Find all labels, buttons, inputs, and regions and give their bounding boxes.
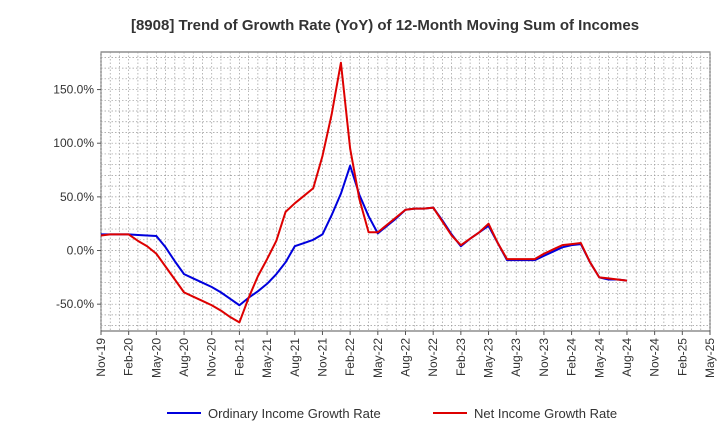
x-tick-label: May-20 bbox=[149, 338, 163, 378]
x-tick-label: Aug-21 bbox=[288, 338, 302, 377]
x-tick-label: Nov-23 bbox=[537, 338, 551, 377]
x-tick-label: Feb-24 bbox=[565, 338, 579, 376]
x-tick-label: May-24 bbox=[592, 338, 606, 378]
y-tick-label: 0.0% bbox=[67, 244, 95, 258]
x-tick-label: May-25 bbox=[703, 338, 717, 378]
legend-label-net: Net Income Growth Rate bbox=[474, 406, 617, 421]
x-tick-label: May-22 bbox=[371, 338, 385, 378]
series-net-income-line bbox=[100, 61, 628, 324]
y-tick-label: 100.0% bbox=[53, 136, 94, 150]
grid bbox=[100, 51, 711, 332]
x-tick-label: Feb-23 bbox=[454, 338, 468, 376]
x-tick-label: Aug-22 bbox=[399, 338, 413, 377]
legend-label-ordinary: Ordinary Income Growth Rate bbox=[208, 406, 381, 421]
plot-frame bbox=[100, 51, 711, 332]
x-tick-label: Aug-24 bbox=[620, 338, 634, 377]
chart-title: [8908] Trend of Growth Rate (YoY) of 12-… bbox=[131, 17, 639, 34]
x-tick-label: Feb-20 bbox=[122, 338, 136, 376]
x-tick-label: Nov-19 bbox=[94, 338, 108, 377]
x-tick-label: Aug-23 bbox=[509, 338, 523, 377]
y-tick-label: 50.0% bbox=[60, 190, 94, 204]
series-lines bbox=[100, 61, 628, 324]
x-tick-label: Feb-22 bbox=[343, 338, 357, 376]
x-tick-label: Nov-21 bbox=[315, 338, 329, 377]
x-tick-label: Aug-20 bbox=[177, 338, 191, 377]
x-tick-label: May-23 bbox=[482, 338, 496, 378]
series-ordinary-income-line bbox=[101, 164, 628, 307]
x-tick-label: Feb-25 bbox=[675, 338, 689, 376]
x-tick-label: Feb-21 bbox=[232, 338, 246, 376]
axes: 150.0% 100.0% 50.0% 0.0% -50.0% Nov-19 Feb-20 M… bbox=[53, 83, 717, 378]
y-tick-label: 150.0% bbox=[53, 83, 94, 97]
x-tick-label: Nov-20 bbox=[205, 338, 219, 377]
x-tick-label: Nov-22 bbox=[426, 338, 440, 377]
legend: Ordinary Income Growth Rate Net Income G… bbox=[167, 406, 617, 421]
y-tick-label: -50.0% bbox=[56, 297, 94, 311]
x-tick-label: May-21 bbox=[260, 338, 274, 378]
x-tick-label: Nov-24 bbox=[648, 338, 662, 377]
